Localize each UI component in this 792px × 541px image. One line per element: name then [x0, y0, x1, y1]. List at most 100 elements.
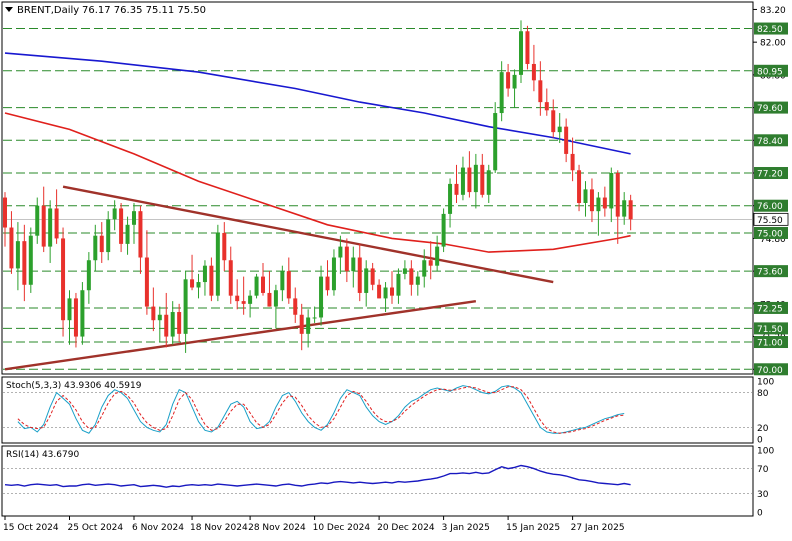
level-price-label: 72.25	[757, 304, 783, 314]
candle	[596, 192, 601, 236]
candle-body	[338, 246, 343, 258]
level-price-label: 78.40	[757, 137, 783, 147]
candle-body	[344, 246, 349, 272]
candle	[519, 20, 523, 84]
time-tick-label: 6 Nov 2024	[132, 523, 184, 533]
candle	[628, 194, 633, 231]
level-price-box	[754, 101, 788, 114]
candle	[35, 197, 40, 244]
candle-body	[241, 301, 246, 304]
candle	[396, 268, 401, 304]
rsi-scale-label: 30	[757, 490, 769, 500]
candle	[377, 279, 382, 299]
candle	[151, 287, 156, 332]
candle	[351, 246, 356, 288]
level-price-label: 77.20	[757, 170, 783, 180]
candle	[190, 254, 195, 291]
rsi-scale-label: 100	[757, 447, 774, 457]
level-price-box	[754, 64, 788, 77]
candle-body	[299, 314, 304, 334]
candle	[331, 249, 336, 296]
candle-body	[93, 235, 98, 261]
candle-body	[506, 72, 511, 89]
candle-body	[164, 314, 169, 337]
candle-body	[273, 290, 278, 307]
candle	[99, 222, 104, 263]
candle	[415, 271, 420, 296]
candle	[319, 265, 324, 326]
candle	[622, 192, 627, 225]
candle	[3, 192, 7, 247]
candle-body	[151, 306, 156, 321]
candle	[609, 167, 614, 223]
candle	[106, 211, 111, 261]
price-axis: 83.2082.0080.8079.6078.4077.2076.0074.80…	[753, 6, 786, 376]
candle	[138, 205, 143, 274]
candle	[564, 118, 569, 163]
candle	[441, 208, 446, 253]
candle	[41, 186, 46, 253]
stoch-signal-line	[17, 386, 625, 434]
candle	[228, 246, 233, 304]
candle	[177, 303, 182, 343]
candle-body	[460, 167, 465, 195]
candle-body	[577, 170, 582, 203]
candle	[54, 189, 59, 244]
candle	[486, 164, 491, 203]
level-price-box	[754, 301, 788, 314]
candle	[254, 273, 259, 299]
resistance-trend-line	[62, 185, 554, 284]
candle	[467, 151, 472, 198]
rsi-label: RSI(14) 43.6790	[6, 450, 79, 460]
candle	[493, 102, 498, 174]
support-trend-line	[4, 299, 477, 371]
time-tick-label: 28 Nov 2024	[248, 523, 306, 533]
candle	[183, 271, 188, 353]
candle-body	[448, 183, 453, 214]
candle-body	[144, 257, 149, 307]
candle-body	[512, 74, 517, 89]
candle	[409, 260, 414, 296]
level-price-label: 71.50	[757, 325, 783, 335]
candle-body	[202, 265, 207, 283]
ohlc-label: 76.17 76.35 75.11 75.50	[82, 5, 206, 16]
candle-body	[351, 257, 356, 272]
candle-body	[583, 189, 588, 203]
candle	[312, 306, 317, 323]
time-tick-label: 10 Dec 2024	[313, 523, 371, 533]
rsi-line: 100 70 30 0	[3, 447, 774, 519]
candle-body	[9, 227, 14, 269]
candle	[473, 153, 478, 209]
candle-body	[538, 80, 543, 103]
candle-body	[435, 246, 440, 266]
candle-body	[551, 110, 556, 133]
stoch-scale-label: 100	[757, 378, 774, 388]
candle-body	[73, 298, 78, 337]
level-price-label: 80.95	[757, 67, 783, 77]
candle	[202, 260, 207, 296]
time-tick-label: 20 Dec 2024	[377, 523, 435, 533]
rsi-line	[4, 464, 631, 488]
rsi-scale-label: 70	[757, 465, 769, 475]
candle	[602, 186, 607, 217]
candle-body	[67, 298, 72, 321]
candle	[422, 249, 427, 288]
candle-body	[441, 213, 446, 247]
collapse-arrow-icon[interactable]	[5, 7, 13, 12]
candle	[428, 241, 433, 280]
level-price-box	[754, 336, 788, 349]
candle-body	[564, 126, 569, 154]
candle-body	[422, 260, 427, 277]
candle-body	[228, 260, 233, 296]
candle	[9, 211, 14, 274]
stoch-label: Stoch(5,3,3) 43.9306 40.5919	[6, 381, 142, 391]
stoch-main-line	[17, 385, 625, 434]
candle	[557, 113, 562, 144]
candle	[215, 224, 220, 302]
candle	[48, 200, 53, 263]
candle-body	[41, 205, 46, 247]
candle-body	[254, 276, 259, 296]
